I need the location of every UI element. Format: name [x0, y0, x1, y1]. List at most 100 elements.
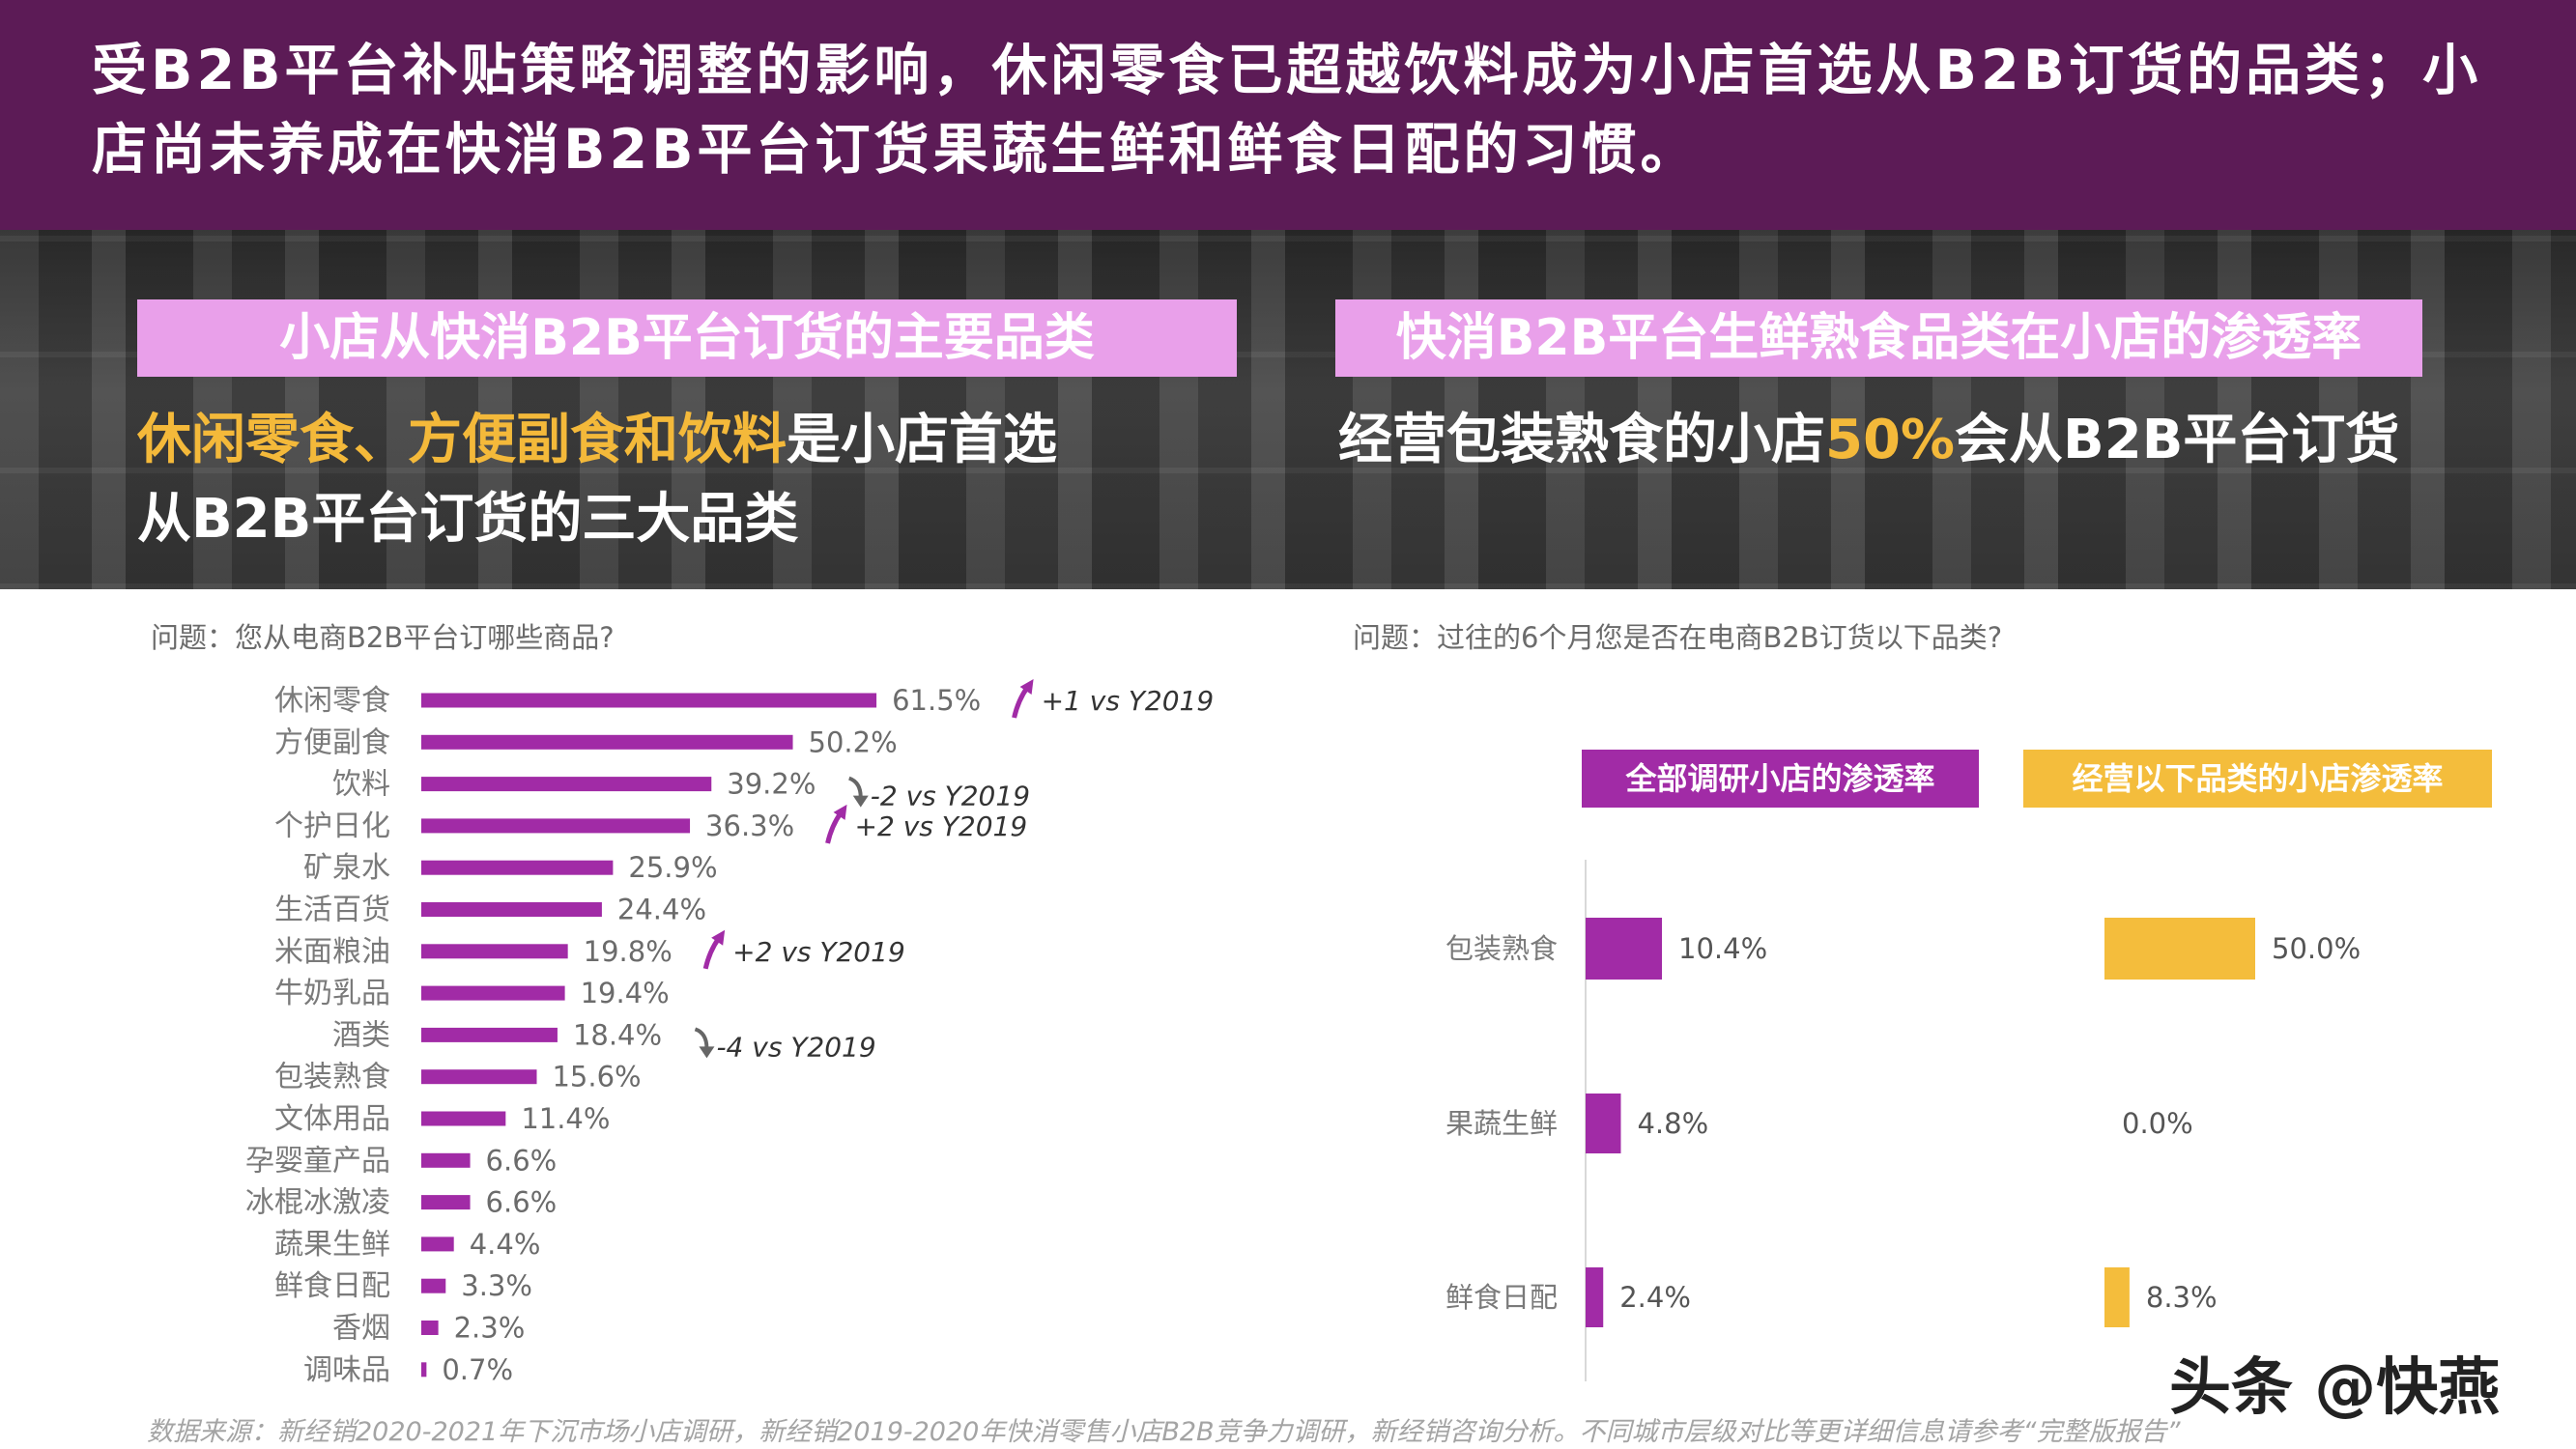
bar-6 [421, 902, 602, 917]
value-label: 2.4% [1619, 1281, 1691, 1314]
legend-operating-stores: 经营以下品类的小店渗透率 [2023, 750, 2492, 808]
value-label: 0.7% [442, 1353, 513, 1386]
value-label: 50.0% [2272, 932, 2361, 965]
bar-11 [421, 1111, 506, 1126]
bar-5 [421, 860, 614, 875]
yoy-annotation: -4 vs Y2019 [716, 1031, 875, 1063]
value-label: 19.4% [581, 977, 670, 1009]
value-label: 18.4% [573, 1018, 662, 1051]
right-subheadline: 经营包装熟食的小店50%会从B2B平台订货 [1338, 401, 2536, 480]
value-label: 6.6% [486, 1186, 558, 1219]
watermark: 头条 @快燕 [2169, 1352, 2501, 1424]
bar-all-3 [1586, 1267, 1604, 1327]
bar-7 [421, 944, 568, 959]
up-arrow-icon [1012, 685, 1030, 719]
left-section-header: 小店从快消B2B平台订货的主要品类 [137, 299, 1237, 377]
left-subheadline-highlight: 休闲零食、方便副食和饮料 [137, 409, 787, 471]
bar-17 [421, 1362, 427, 1378]
value-label: 3.3% [461, 1269, 532, 1302]
bar-13 [421, 1195, 471, 1210]
category-label: 调味品 [303, 1353, 390, 1387]
up-arrow-icon [711, 929, 726, 946]
category-label: 饮料 [332, 768, 390, 802]
yoy-annotation: -2 vs Y2019 [871, 781, 1030, 812]
bar-16 [421, 1321, 439, 1335]
yoy-annotation: +2 vs Y2019 [855, 810, 1028, 842]
left-question: 问题：您从电商B2B平台订哪些商品? [151, 621, 615, 654]
bar-operating-3 [2104, 1267, 2130, 1327]
right-subheadline-highlight: 50% [1825, 409, 1956, 471]
value-label: 11.4% [521, 1102, 610, 1135]
bar-9 [421, 1027, 558, 1042]
bar-10 [421, 1069, 537, 1085]
category-label: 牛奶乳品 [274, 977, 390, 1010]
right-section-header: 快消B2B平台生鲜熟食品类在小店的渗透率 [1335, 299, 2422, 377]
right-subheadline-post: 会从B2B平台订货 [1955, 409, 2400, 471]
down-arrow-icon [694, 1027, 709, 1049]
value-label: 2.3% [454, 1312, 526, 1345]
value-label: 4.4% [470, 1228, 541, 1261]
store-shelf-photo [0, 230, 2576, 589]
category-label: 鲜食日配 [1445, 1281, 1558, 1314]
up-arrow-icon [1019, 679, 1034, 695]
page-title: 受B2B平台补贴策略调整的影响，休闲零食已超越饮料成为小店首选从B2B订货的品类… [92, 39, 2482, 182]
category-label: 个护日化 [274, 810, 390, 843]
category-label: 矿泉水 [303, 851, 390, 885]
value-label: 19.8% [584, 935, 673, 968]
bar-all-2 [1586, 1094, 1621, 1153]
bar-8 [421, 985, 565, 1001]
down-arrow-icon [699, 1046, 715, 1059]
bar-operating-1 [2104, 918, 2255, 980]
category-label: 冰棍冰激凌 [245, 1186, 390, 1220]
category-label: 方便副食 [274, 725, 390, 759]
value-label: 8.3% [2146, 1281, 2218, 1314]
value-label: 24.4% [617, 894, 706, 926]
category-label: 孕婴童产品 [245, 1144, 390, 1178]
value-label: 50.2% [809, 725, 898, 758]
category-label: 米面粮油 [274, 935, 390, 969]
bar-2 [421, 734, 793, 750]
left-subheadline: 休闲零食、方便副食和饮料是小店首选从B2B平台订货的三大品类 [137, 401, 1103, 559]
category-label: 包装熟食 [274, 1061, 390, 1094]
category-label: 蔬果生鲜 [274, 1228, 390, 1262]
category-bar-chart: 休闲零食 61.5% 方便副食 50.2% 饮料 39.2% 个护日化 36.3% 矿泉水 25.… [245, 679, 1215, 1387]
category-label: 文体用品 [274, 1102, 390, 1136]
value-label: 10.4% [1678, 932, 1767, 965]
category-label: 酒类 [332, 1018, 390, 1052]
category-label: 香烟 [332, 1312, 390, 1346]
right-subheadline-pre: 经营包装熟食的小店 [1338, 409, 1825, 471]
value-label: 4.8% [1637, 1107, 1708, 1140]
value-label: 25.9% [628, 851, 717, 884]
value-label: 39.2% [727, 768, 816, 801]
down-arrow-icon [848, 776, 863, 798]
value-label: 6.6% [486, 1144, 558, 1177]
category-label: 鲜食日配 [274, 1269, 390, 1303]
right-question: 问题：过往的6个月您是否在电商B2B订货以下品类? [1353, 621, 2003, 654]
bar-15 [421, 1278, 446, 1293]
up-arrow-icon [833, 804, 847, 820]
penetration-bar-chart: 包装熟食 10.4% 50.0% 果蔬生鲜 4.8% 0.0% 鲜食日配 2.4% 8.3% [1445, 860, 2361, 1381]
up-arrow-icon [702, 936, 722, 970]
category-label: 包装熟食 [1445, 932, 1558, 965]
bar-12 [421, 1152, 471, 1168]
data-source-footnote: 数据来源：新经销2020-2021年下沉市场小店调研，新经销2019-2020年… [147, 1417, 2181, 1447]
category-label: 生活百货 [274, 894, 390, 927]
left-subheadline-rest: 是小店首选从B2B平台订货的三大品类 [137, 409, 1057, 551]
category-label: 休闲零食 [274, 684, 390, 718]
down-arrow-icon [852, 795, 869, 808]
value-label: 15.6% [552, 1061, 641, 1094]
legend-all-stores: 全部调研小店的渗透率 [1582, 750, 1979, 808]
bar-1 [421, 693, 877, 708]
value-label: 0.0% [2122, 1107, 2193, 1140]
title-banner: 受B2B平台补贴策略调整的影响，休闲零食已超越饮料成为小店首选从B2B订货的品类… [0, 0, 2576, 230]
value-label: 36.3% [705, 810, 794, 842]
yoy-annotation: +1 vs Y2019 [1042, 685, 1215, 717]
bar-14 [421, 1236, 454, 1252]
category-label: 果蔬生鲜 [1445, 1107, 1558, 1140]
bar-3 [421, 777, 712, 792]
yoy-annotation: +2 vs Y2019 [732, 936, 905, 968]
up-arrow-icon [825, 810, 844, 844]
bar-4 [421, 818, 691, 834]
value-label: 61.5% [892, 684, 981, 717]
bar-all-1 [1586, 918, 1663, 980]
